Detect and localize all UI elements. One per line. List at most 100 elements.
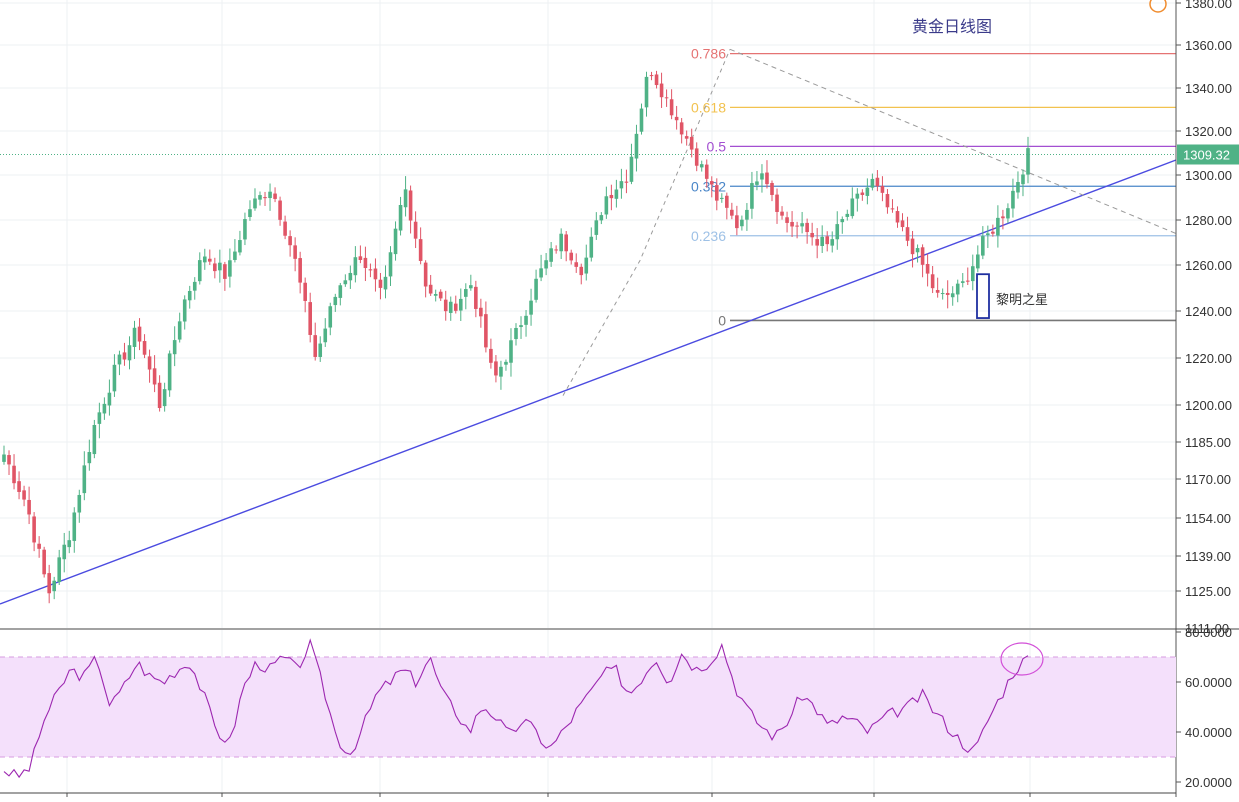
candle-body	[855, 193, 860, 199]
candle	[574, 253, 579, 273]
candle-body	[890, 208, 895, 210]
candle	[328, 302, 333, 336]
candle-body	[388, 252, 393, 277]
candle	[644, 71, 649, 117]
candle-body	[725, 195, 729, 208]
candle	[87, 439, 92, 471]
candle-body	[800, 223, 804, 227]
candle-body	[649, 75, 654, 77]
rsi-axis-label: 40.0000	[1185, 725, 1232, 740]
axis-tick-label: 1125.00	[1185, 584, 1231, 599]
candle-body	[343, 280, 348, 285]
candle	[102, 397, 107, 420]
candle-body	[935, 290, 940, 293]
candle-body	[177, 321, 182, 340]
candle-body	[534, 278, 538, 300]
candle-body	[47, 573, 51, 594]
candle-body	[57, 557, 62, 583]
candle	[720, 193, 724, 203]
candle-body	[383, 276, 388, 290]
axis-tick-label: 1170.00	[1185, 472, 1231, 487]
candle-body	[619, 181, 624, 189]
candle	[218, 249, 222, 283]
candle-body	[559, 233, 563, 252]
candle-body	[313, 335, 318, 357]
candle	[363, 246, 368, 282]
candle-body	[976, 254, 980, 269]
candle-body	[639, 108, 644, 132]
candle-body	[448, 301, 453, 313]
candle-body	[604, 196, 609, 215]
candle	[965, 267, 970, 286]
candle-body	[162, 389, 167, 407]
candle-body	[27, 499, 31, 515]
candle-body	[42, 549, 46, 575]
candle-body	[1026, 148, 1030, 175]
candle-body	[860, 192, 865, 195]
candle	[649, 71, 654, 81]
candle	[182, 295, 187, 330]
candle-body	[664, 97, 669, 99]
fib-label: 0.5	[707, 138, 727, 154]
axis-tick-label: 1185.00	[1185, 435, 1231, 450]
candle	[544, 253, 548, 276]
candle	[820, 225, 824, 254]
candle-body	[845, 213, 850, 217]
candle	[704, 159, 709, 188]
candle-body	[835, 224, 840, 240]
candle-body	[996, 217, 1000, 236]
candle-body	[609, 194, 614, 199]
candle-body	[554, 249, 558, 251]
candle	[815, 228, 819, 259]
candle-body	[213, 263, 217, 272]
candle	[398, 196, 403, 236]
axis-tick-label: 1340.00	[1185, 81, 1232, 96]
candle	[609, 184, 614, 211]
candle-body	[970, 266, 975, 282]
candle-body	[709, 181, 714, 185]
candle-body	[2, 454, 6, 462]
candle-body	[905, 227, 910, 241]
resistance-dashed-line	[729, 48, 1177, 234]
candle-body	[955, 283, 960, 295]
candle-body	[293, 245, 297, 259]
candle	[333, 293, 338, 312]
candle-body	[127, 345, 132, 361]
rsi-axis-label: 20.0000	[1185, 775, 1232, 790]
candle-body	[202, 256, 207, 263]
candle	[37, 536, 41, 558]
candle	[122, 342, 127, 366]
rsi-axis-label: 60.0000	[1185, 675, 1232, 690]
candle-body	[795, 225, 799, 227]
candle-body	[524, 315, 528, 325]
candle-body	[775, 194, 779, 212]
candle-body	[479, 307, 483, 317]
candle	[986, 225, 990, 249]
candle	[373, 258, 378, 292]
candle-body	[960, 281, 965, 283]
candle-body	[780, 211, 784, 216]
candle	[453, 295, 458, 314]
trend-layer	[0, 48, 1177, 605]
candle-body	[544, 260, 548, 269]
candle	[474, 280, 478, 318]
candle-body	[37, 543, 41, 549]
candle-body	[684, 136, 689, 139]
candle-body	[840, 219, 845, 223]
candle	[755, 171, 759, 191]
candle	[955, 279, 960, 303]
candle-body	[574, 262, 579, 267]
candle	[504, 359, 508, 371]
candle	[22, 485, 26, 507]
rsi-panel: 20.0000 40.0000 60.0000 80.0000	[0, 625, 1232, 790]
fib-label: 0.382	[691, 178, 726, 194]
candle-body	[1016, 182, 1020, 193]
candle	[594, 212, 599, 240]
candle-body	[348, 272, 353, 281]
candle	[117, 350, 122, 376]
candle	[458, 288, 463, 322]
candle-body	[1011, 190, 1015, 209]
candle-body	[137, 326, 142, 342]
candle-body	[233, 251, 237, 260]
